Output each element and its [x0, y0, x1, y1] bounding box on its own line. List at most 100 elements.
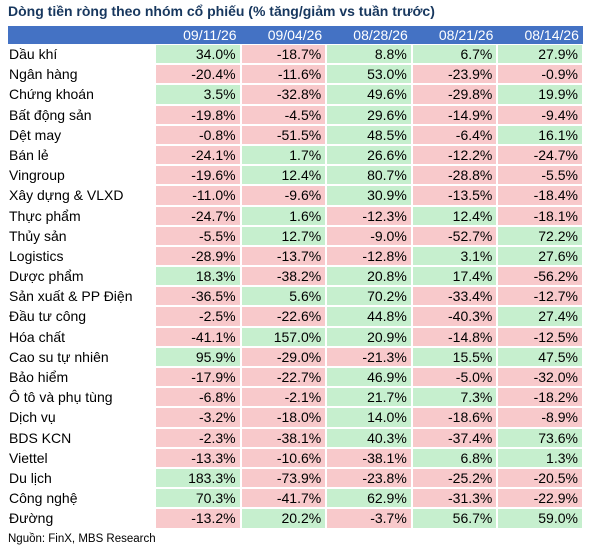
row-label: Bất động sản	[9, 106, 92, 123]
table-row: Cao su tự nhiên 95.9% -29.0% -21.3% 15.5% 47.…	[8, 346, 583, 367]
value-cell: -12.5%	[497, 326, 583, 347]
table-row: Ô tô và phụ tùng -6.8% -2.1% 21.7% 7.3% -18.2…	[8, 387, 583, 408]
value-cell: -18.2%	[497, 387, 583, 408]
row-label: Dầu khí	[9, 46, 58, 62]
value-cell: 15.5%	[411, 346, 498, 367]
value-cell: -73.9%	[240, 467, 327, 489]
value-cell: -24.7%	[497, 144, 583, 166]
value-cell: 70.2%	[326, 286, 412, 307]
value-cell: -29.0%	[240, 346, 327, 367]
value-cell: 26.6%	[326, 144, 412, 166]
value-cell: -29.8%	[411, 84, 498, 105]
value-cell: 1.7%	[240, 144, 327, 166]
table-row: Công nghệ 70.3% -41.7% 62.9% -31.3% -22.9%	[8, 488, 583, 509]
row-label: Du lịch	[9, 469, 52, 486]
value-cell: 18.3%	[155, 266, 241, 287]
value-cell: -24.1%	[155, 144, 241, 166]
row-label: Viettel	[9, 449, 48, 466]
value-cell: -13.7%	[240, 245, 327, 267]
row-label: Đầu tư công	[9, 308, 87, 325]
value-cell: 19.9%	[497, 84, 583, 105]
header-cell: 09/04/26	[267, 27, 323, 43]
table-row: Logistics -28.9% -13.7% -12.8% 3.1% 27.6%	[8, 245, 583, 267]
value-cell: -18.0%	[240, 407, 327, 428]
value-cell: -3.2%	[155, 407, 241, 428]
table-row: Sản xuất & PP Điện -36.5% 5.6% 70.2% -33.4% -…	[8, 286, 583, 307]
value-cell: -9.4%	[497, 104, 583, 125]
title: Dòng tiền ròng theo nhóm cổ phiếu (% tăn…	[8, 3, 435, 19]
value-cell: -14.8%	[411, 326, 498, 347]
value-cell: -2.1%	[240, 387, 327, 408]
value-cell: 1.6%	[240, 205, 327, 226]
value-cell: 53.0%	[326, 64, 412, 85]
value-cell: -51.5%	[240, 124, 327, 145]
value-cell: -18.7%	[240, 44, 327, 65]
value-cell: 8.8%	[326, 44, 412, 65]
table-row: Bảo hiểm -17.9% -22.7% 46.9% -5.0% -32.0%	[8, 367, 583, 388]
value-cell: 183.3%	[155, 467, 241, 489]
value-cell: -38.1%	[240, 427, 327, 448]
row-label: Dược phẩm	[9, 268, 84, 285]
value-cell: 44.8%	[326, 306, 412, 327]
value-cell: 16.1%	[497, 124, 583, 145]
value-cell: -13.2%	[155, 508, 241, 529]
header-cell: 08/14/26	[524, 27, 579, 43]
table-row: Dịch vụ -3.2% -18.0% 14.0% -18.6% -8.9%	[8, 407, 583, 428]
value-cell: -4.5%	[240, 104, 327, 125]
value-cell: 49.6%	[326, 84, 412, 105]
value-cell: -28.8%	[411, 165, 498, 186]
value-cell: -2.3%	[155, 427, 241, 448]
value-cell: -19.8%	[155, 104, 241, 125]
value-cell: 72.2%	[497, 225, 583, 246]
table-row: Hóa chất -41.1% 157.0% 20.9% -14.8% -12.5%	[8, 326, 583, 347]
value-cell: 48.5%	[326, 124, 412, 145]
value-cell: -32.8%	[240, 84, 327, 105]
table-row: Viettel -13.3% -10.6% -38.1% 6.8% 1.3%	[8, 447, 583, 468]
value-cell: -21.3%	[326, 346, 412, 367]
table-row: Ngân hàng -20.4% -11.6% 53.0% -23.9% -0.9%	[8, 64, 583, 85]
value-cell: -38.2%	[240, 266, 327, 287]
value-cell: -9.0%	[326, 225, 412, 246]
value-cell: -40.3%	[411, 306, 498, 327]
value-cell: -31.3%	[411, 488, 498, 509]
row-label: Cao su tự nhiên	[9, 348, 109, 365]
header-cell: 08/21/26	[438, 27, 494, 43]
table-row: Thủy sản -5.5% 12.7% -9.0% -52.7% 72.2%	[8, 225, 583, 246]
value-cell: 40.3%	[326, 427, 412, 448]
value-cell: -12.3%	[326, 205, 412, 226]
value-cell: -41.7%	[240, 488, 327, 509]
row-label: Thủy sản	[9, 227, 67, 244]
value-cell: 5.6%	[240, 286, 327, 307]
row-label: Logistics	[9, 247, 64, 264]
table-row: Dược phẩm 18.3% -38.2% 20.8% 17.4% -56.2%	[8, 266, 583, 287]
value-cell: -56.2%	[497, 266, 583, 287]
row-label: Công nghệ	[9, 490, 78, 507]
value-cell: -28.9%	[155, 245, 241, 267]
value-cell: 1.3%	[497, 447, 583, 468]
value-cell: -13.3%	[155, 447, 241, 468]
table-row: Vingroup -19.6% 12.4% 80.7% -28.8% -5.5%	[8, 165, 583, 186]
value-cell: -6.8%	[155, 387, 241, 408]
value-cell: 30.9%	[326, 185, 412, 206]
header-row: 09/11/26 09/04/26 08/28/26 08/21/26 08/14/26	[8, 26, 583, 44]
row-label: Bảo hiểm	[9, 369, 69, 385]
table-row: Chứng khoán 3.5% -32.8% 49.6% -29.8% 19.9%	[8, 84, 583, 105]
value-cell: 21.7%	[326, 387, 412, 408]
value-cell: -10.6%	[240, 447, 327, 468]
value-cell: 157.0%	[240, 326, 327, 347]
value-cell: -33.4%	[411, 286, 498, 307]
value-cell: 14.0%	[326, 407, 412, 428]
row-label: Đường	[9, 510, 54, 527]
value-cell: -41.1%	[155, 326, 241, 347]
row-label: Chứng khoán	[9, 86, 94, 103]
header-corner	[8, 26, 155, 44]
value-cell: 17.4%	[411, 266, 498, 287]
table-row: Dệt may -0.8% -51.5% 48.5% -6.4% 16.1%	[8, 124, 583, 145]
value-cell: -20.4%	[155, 64, 241, 85]
row-label: Dệt may	[9, 126, 62, 143]
value-cell: 62.9%	[326, 488, 412, 509]
value-cell: -23.8%	[326, 467, 412, 489]
value-cell: 20.8%	[326, 266, 412, 287]
table-row: Bán lẻ -24.1% 1.7% 26.6% -12.2% -24.7%	[8, 144, 583, 166]
table: 09/11/26 09/04/26 08/28/26 08/21/26 08/14/26…	[8, 26, 583, 529]
